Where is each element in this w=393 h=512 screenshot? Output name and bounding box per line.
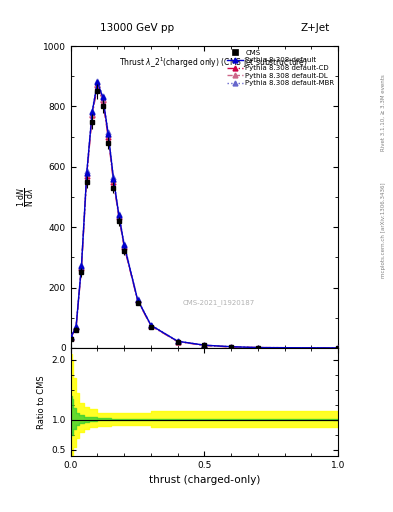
- Text: Rivet 3.1.10, ≥ 3.3M events: Rivet 3.1.10, ≥ 3.3M events: [381, 74, 386, 151]
- Legend: CMS, Pythia 8.308 default, Pythia 8.308 default-CD, Pythia 8.308 default-DL, Pyt: CMS, Pythia 8.308 default, Pythia 8.308 …: [226, 48, 336, 88]
- Y-axis label: $\frac{1}{\mathrm{N}}\frac{\mathrm{d}N}{\mathrm{d}\lambda}$: $\frac{1}{\mathrm{N}}\frac{\mathrm{d}N}{…: [16, 187, 37, 207]
- Text: 13000 GeV pp: 13000 GeV pp: [101, 23, 174, 33]
- Text: CMS-2021_I1920187: CMS-2021_I1920187: [183, 299, 255, 306]
- Text: Z+Jet: Z+Jet: [301, 23, 330, 33]
- Text: Thrust $\lambda\_2^1$(charged only) (CMS jet substructure): Thrust $\lambda\_2^1$(charged only) (CMS…: [119, 55, 308, 70]
- Text: mcplots.cern.ch [arXiv:1306.3436]: mcplots.cern.ch [arXiv:1306.3436]: [381, 183, 386, 278]
- Y-axis label: Ratio to CMS: Ratio to CMS: [37, 375, 46, 429]
- X-axis label: thrust (charged-only): thrust (charged-only): [149, 475, 260, 485]
